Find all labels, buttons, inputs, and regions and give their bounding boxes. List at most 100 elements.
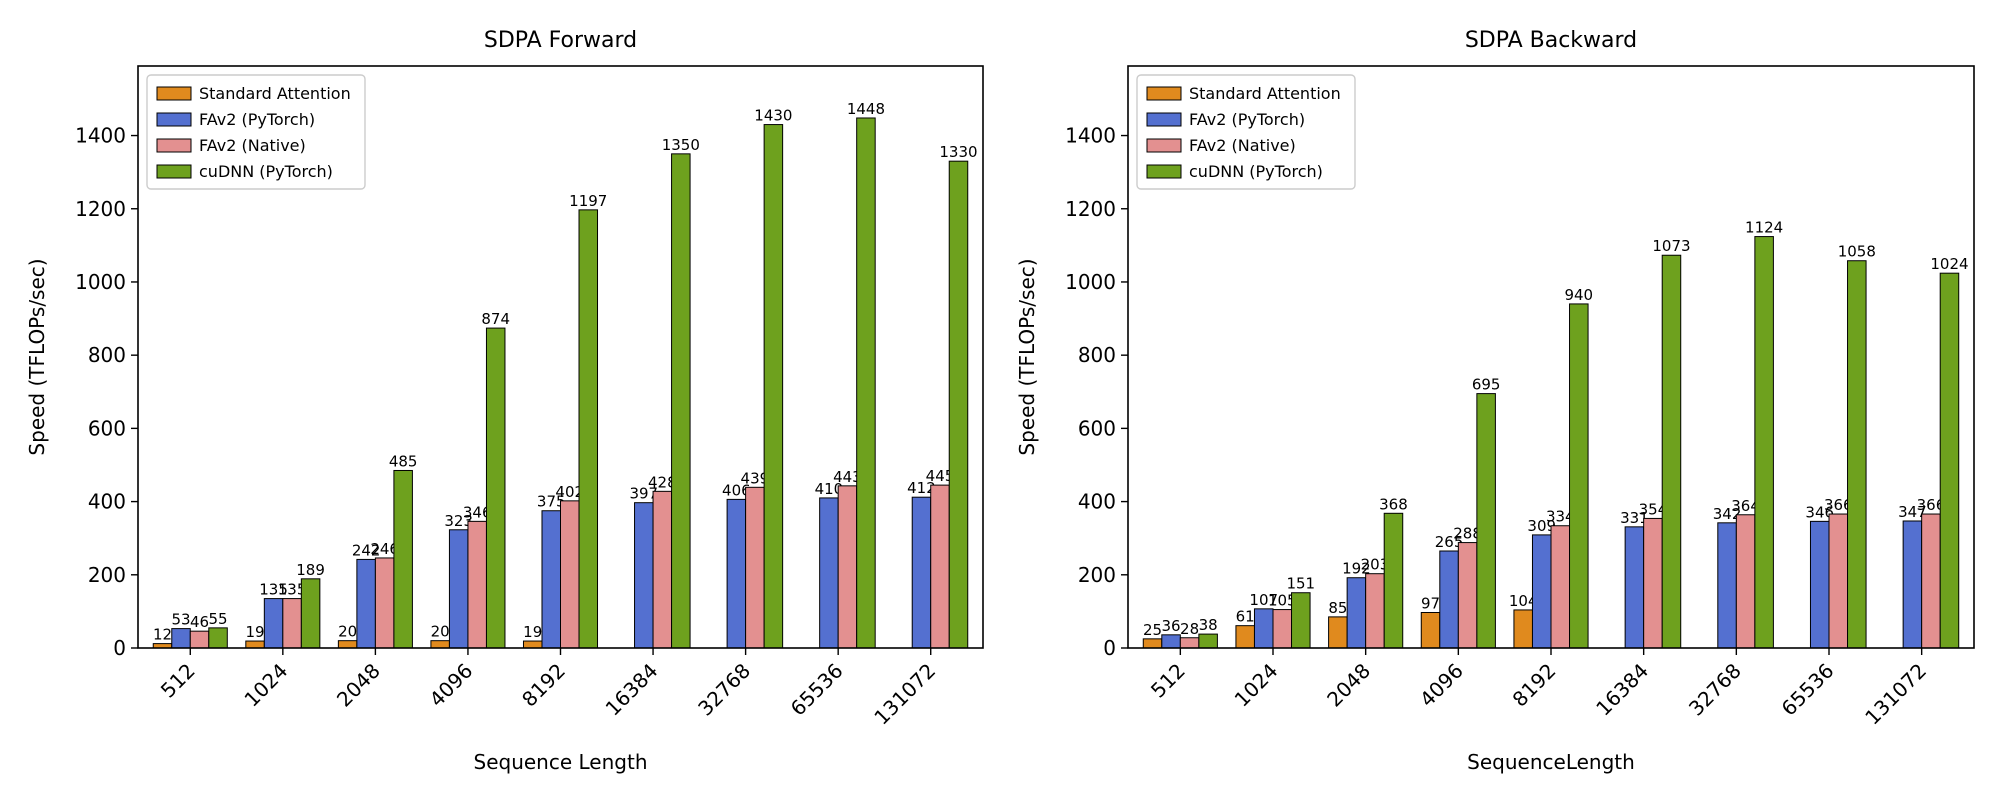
series-standard-attention: 12 19 20 20 19 — [152, 623, 543, 649]
data-label: 874 — [481, 310, 510, 328]
legend-swatch-fav2-native — [156, 138, 192, 153]
data-label: 368 — [1379, 495, 1408, 513]
y-tick-label: 800 — [88, 343, 126, 367]
data-label: 19 — [523, 623, 542, 641]
data-label: 85 — [1328, 599, 1347, 617]
bar-fav2-pytorch-1024 — [1253, 608, 1274, 649]
x-tick-label: 65536 — [1777, 659, 1839, 721]
data-label: 203 — [1361, 556, 1390, 574]
data-label: 1350 — [662, 136, 700, 154]
bar-fav2-native-1024 — [282, 598, 302, 649]
y-tick-label: 0 — [113, 636, 126, 660]
legend-swatch-fav2-native — [1146, 138, 1182, 153]
bar-fav2-native-32768 — [745, 486, 765, 649]
data-label: 36 — [1162, 617, 1181, 635]
legend-entry-standard-attention: Standard Attention — [199, 84, 351, 103]
y-tick-label: 1200 — [1065, 197, 1116, 221]
data-label: 346 — [1805, 503, 1834, 521]
data-label: 25 — [1143, 621, 1162, 639]
data-label: 412 — [907, 479, 936, 497]
data-label: 265 — [1435, 533, 1464, 551]
series-fav2-native: 46 135 246 346 402 428 439 443 445 — [189, 467, 955, 649]
y-tick-label: 600 — [88, 416, 126, 440]
bar-fav2-native-512 — [189, 630, 210, 649]
data-label: 38 — [1199, 616, 1218, 634]
data-label: 20 — [431, 623, 450, 641]
bar-fav2-pytorch-512 — [1161, 634, 1181, 649]
legend-entry-cudnn-pytorch: cuDNN (PyTorch) — [199, 162, 333, 181]
y-tick-label: 600 — [1078, 416, 1116, 440]
legend-swatch-cudnn-pytorch — [156, 164, 192, 179]
bar-cudnn-pytorch-512 — [1198, 633, 1218, 649]
x-tick-label: 8192 — [517, 659, 570, 712]
bar-standard-attention-8192 — [1513, 609, 1533, 649]
data-label: 1073 — [1652, 237, 1690, 255]
legend-entry-fav2-pytorch: FAv2 (PyTorch) — [1189, 110, 1305, 129]
y-tick-label: 0 — [1103, 636, 1116, 660]
x-tick-label: 16384 — [601, 659, 663, 721]
bar-fav2-native-2048 — [1365, 573, 1385, 649]
legend-entry-cudnn-pytorch: cuDNN (PyTorch) — [1189, 162, 1323, 181]
bar-cudnn-pytorch-65536 — [856, 117, 876, 649]
data-label: 105 — [1268, 592, 1297, 610]
data-label: 1330 — [939, 143, 977, 161]
legend-swatch-fav2-pytorch — [156, 112, 192, 127]
data-label: 1058 — [1838, 243, 1876, 261]
x-tick-label: 512 — [156, 659, 200, 703]
y-tick-label: 1000 — [75, 270, 126, 294]
bar-fav2-pytorch-2048 — [356, 558, 376, 649]
data-label: 28 — [1180, 620, 1199, 638]
data-label: 61 — [1236, 608, 1255, 626]
bar-cudnn-pytorch-4096 — [485, 327, 506, 649]
data-label: 485 — [389, 452, 418, 470]
legend-swatch-standard-attention — [156, 86, 192, 101]
bar-fav2-native-131072 — [1921, 513, 1941, 649]
bar-cudnn-pytorch-1024 — [1291, 592, 1311, 649]
data-label: 1448 — [847, 100, 885, 118]
legend-swatch-fav2-pytorch — [1146, 112, 1182, 127]
bar-standard-attention-4096 — [1420, 611, 1441, 649]
data-label: 428 — [648, 473, 677, 491]
x-tick-label: 4096 — [1415, 659, 1468, 712]
y-tick-label: 1000 — [1065, 270, 1116, 294]
data-label: 1124 — [1745, 219, 1783, 237]
bar-fav2-native-4096 — [1457, 542, 1478, 649]
bar-fav2-native-4096 — [467, 520, 487, 649]
bar-standard-attention-1024 — [245, 640, 265, 649]
bar-fav2-pytorch-8192 — [541, 510, 562, 649]
bar-fav2-pytorch-512 — [171, 628, 191, 649]
data-label: 1430 — [754, 107, 792, 125]
data-label: 695 — [1472, 376, 1501, 394]
data-label: 366 — [1824, 496, 1853, 514]
bar-cudnn-pytorch-16384 — [1661, 254, 1682, 649]
legend-box — [1136, 74, 1356, 190]
y-tick-label: 200 — [88, 563, 126, 587]
data-label: 309 — [1527, 517, 1556, 535]
bar-fav2-native-8192 — [1550, 525, 1571, 649]
bar-cudnn-pytorch-65536 — [1847, 260, 1867, 649]
bar-cudnn-pytorch-32768 — [1754, 236, 1774, 649]
x-axis-label: SequenceLength — [1467, 750, 1635, 774]
series-fav2-pytorch: 53 135 242 323 375 397 406 410 412 — [171, 479, 936, 649]
x-tick-label: 2048 — [332, 659, 385, 712]
bar-fav2-native-16384 — [1643, 517, 1663, 649]
data-label: 242 — [352, 541, 381, 559]
legend-entry-fav2-pytorch: FAv2 (PyTorch) — [199, 110, 315, 129]
y-tick-label: 1400 — [75, 124, 126, 148]
legend-entry-fav2-native: FAv2 (Native) — [199, 136, 306, 155]
data-label: 375 — [537, 493, 566, 511]
bar-standard-attention-2048 — [337, 640, 358, 649]
data-label: 1024 — [1930, 255, 1968, 273]
bar-cudnn-pytorch-1024 — [300, 578, 321, 649]
bar-fav2-native-65536 — [1828, 513, 1849, 649]
data-label: 189 — [296, 561, 325, 579]
bar-cudnn-pytorch-131072 — [1939, 272, 1960, 649]
chart-title: SDPA Backward — [1465, 28, 1637, 53]
data-label: 331 — [1620, 509, 1649, 527]
data-label: 445 — [926, 467, 955, 485]
data-label: 443 — [833, 468, 862, 486]
bar-fav2-pytorch-16384 — [1624, 526, 1645, 649]
bar-cudnn-pytorch-16384 — [671, 153, 691, 649]
x-tick-label: 2048 — [1322, 659, 1375, 712]
